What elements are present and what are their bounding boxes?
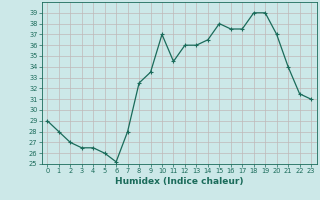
X-axis label: Humidex (Indice chaleur): Humidex (Indice chaleur) xyxy=(115,177,244,186)
